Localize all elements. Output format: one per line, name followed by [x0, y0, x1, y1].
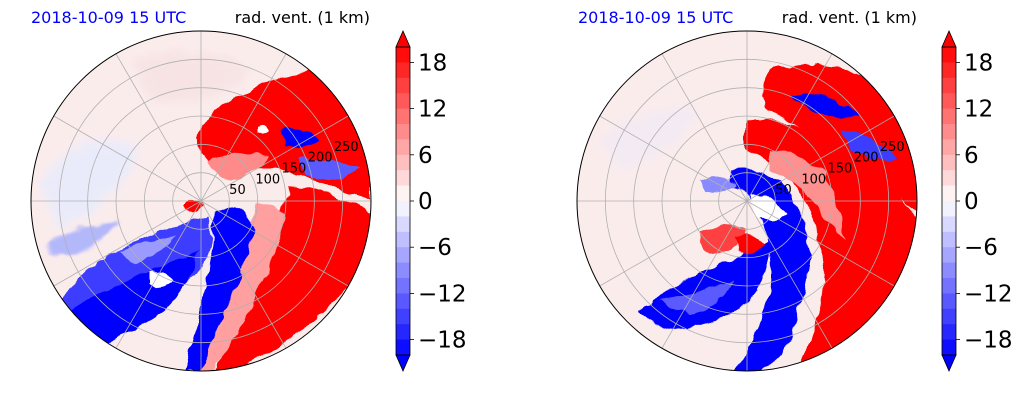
left-colorbar-tick-6: 6: [418, 143, 433, 169]
left-field: [31, 31, 371, 371]
right-variable-title: rad. vent. (1 km): [782, 8, 917, 27]
colorbar-segment: [396, 231, 410, 248]
right-date-title: 2018-10-09 15 UTC: [578, 8, 733, 27]
colorbar-extend-max: [941, 30, 957, 48]
left-radial-label-150: 150: [282, 161, 307, 176]
grid-ring: [689, 143, 805, 259]
left-colorbar-tick-0: 0: [418, 189, 433, 215]
colorbar-segment: [942, 308, 956, 325]
colorbar-segment: [942, 170, 956, 187]
colorbar-segment: [942, 139, 956, 156]
right-colorbar-ticks: 18 12 6 0 −6 −12 −18: [964, 50, 1013, 353]
right-colorbar-tick-minus-12: −12: [964, 281, 1013, 307]
colorbar-segment: [942, 108, 956, 125]
grid-ring: [633, 87, 861, 315]
right-colorbar-tick-18: 18: [964, 50, 993, 76]
colorbar-segment: [396, 47, 410, 63]
colorbar-segment: [396, 124, 410, 140]
colorbar-segment: [942, 339, 956, 356]
left-colorbar-tick-12: 12: [418, 97, 447, 123]
right-colorbar-tick-6: 6: [964, 143, 979, 169]
colorbar-segment: [942, 231, 956, 248]
grid-ring: [661, 115, 833, 287]
colorbar-segment: [396, 262, 410, 279]
right-colorbar-tick-minus-18: −18: [964, 328, 1013, 354]
colorbar-segment: [942, 77, 956, 94]
colorbar-segment: [396, 324, 410, 341]
colorbar-segment: [942, 201, 956, 217]
colorbar-segment: [942, 262, 956, 279]
left-radial-label-100: 100: [255, 172, 280, 187]
colorbar-segment: [942, 93, 956, 110]
colorbar-segment: [942, 124, 956, 140]
left-colorbar-tick-minus-12: −12: [418, 281, 467, 307]
colorbar-segment: [942, 154, 956, 171]
colorbar-segment: [396, 247, 410, 264]
colorbar-segment: [942, 185, 956, 202]
left-colorbar: [395, 30, 414, 372]
colorbar-extend-max: [395, 30, 411, 48]
colorbar-segment: [396, 216, 410, 233]
grid-ring: [87, 87, 315, 315]
colorbar-segment: [396, 93, 410, 110]
colorbar-segment: [942, 278, 956, 294]
colorbar-segment: [942, 47, 956, 63]
colorbar-segment: [942, 293, 956, 310]
colorbar-extend-min: [941, 354, 957, 372]
colorbar-segment: [396, 308, 410, 325]
left-colorbar-tick-minus-6: −6: [418, 235, 452, 261]
right-radial-label-200: 200: [854, 151, 879, 166]
right-grid: [577, 31, 917, 371]
grid-ring: [604, 58, 890, 344]
colorbar-segment: [396, 278, 410, 294]
right-plot-border: [576, 30, 918, 372]
left-radial-label-250: 250: [334, 140, 359, 155]
left-grid: [31, 31, 371, 371]
left-plot-border: [30, 30, 372, 372]
right-colorbar: [941, 30, 960, 372]
colorbar-segment: [396, 108, 410, 125]
left-colorbar-tick-minus-18: −18: [418, 328, 467, 354]
grid-ring: [115, 115, 287, 287]
colorbar-segment: [942, 324, 956, 341]
left-panel: 2018-10-09 15 UTC rad. vent. (1 km): [30, 8, 467, 372]
colorbar-segment: [396, 154, 410, 171]
right-radial-label-100: 100: [801, 172, 826, 187]
right-radial-labels: 50 100 150 200 250: [775, 140, 905, 198]
left-variable-title: rad. vent. (1 km): [235, 8, 370, 27]
right-colorbar-tick-minus-6: −6: [964, 235, 998, 261]
grid-ring: [143, 143, 259, 259]
grid-ring: [58, 58, 344, 344]
colorbar-segment: [396, 77, 410, 94]
colorbar-segment: [396, 62, 410, 79]
left-colorbar-ticks: 18 12 6 0 −6 −12 −18: [418, 50, 467, 353]
colorbar-segment: [396, 170, 410, 187]
right-radial-label-150: 150: [828, 161, 853, 176]
left-date-title: 2018-10-09 15 UTC: [31, 8, 186, 27]
right-colorbar-tick-0: 0: [964, 189, 979, 215]
right-panel: 2018-10-09 15 UTC rad. vent. (1 km): [576, 8, 1013, 372]
left-radial-label-200: 200: [308, 151, 333, 166]
left-colorbar-tick-18: 18: [418, 50, 447, 76]
grid-ring: [718, 172, 776, 230]
colorbar-segment: [396, 185, 410, 202]
right-radial-label-250: 250: [880, 140, 905, 155]
grid-ring: [172, 172, 230, 230]
colorbar-segment: [942, 216, 956, 233]
colorbar-segment: [942, 62, 956, 79]
right-colorbar-tick-12: 12: [964, 97, 993, 123]
colorbar-segment: [942, 247, 956, 264]
left-radial-labels: 50 100 150 200 250: [229, 140, 359, 198]
colorbar-extend-min: [395, 354, 411, 372]
colorbar-segment: [396, 293, 410, 310]
left-radial-label-50: 50: [229, 183, 246, 198]
colorbar-segment: [396, 139, 410, 156]
colorbar-segment: [396, 339, 410, 356]
right-radial-label-50: 50: [775, 183, 792, 198]
colorbar-segment: [396, 201, 410, 217]
